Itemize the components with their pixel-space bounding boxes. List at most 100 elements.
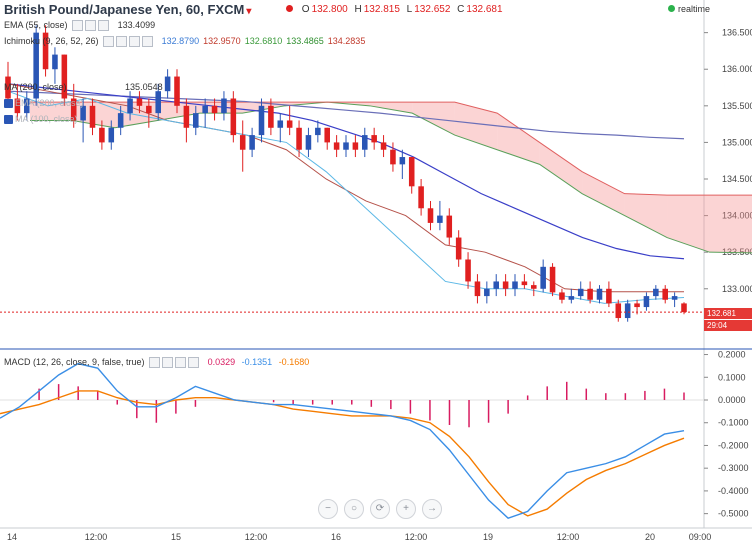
candle-body <box>427 208 434 223</box>
candle-body <box>249 135 255 150</box>
scroll-right-button[interactable]: → <box>422 499 442 519</box>
candle-body <box>277 120 284 128</box>
ichimoku-value: 132.6810 <box>244 36 283 46</box>
settings-icon[interactable] <box>162 357 174 369</box>
macd-tick-label: -0.5000 <box>718 509 749 519</box>
indicator-ichimoku[interactable]: Ichimoku (9, 26, 52, 26) 132.8790 132.957… <box>4 36 369 48</box>
time-tick-label: 16 <box>331 532 341 542</box>
candle-body <box>390 149 396 165</box>
eye-icon[interactable] <box>103 36 115 48</box>
time-tick-label: 14 <box>7 532 17 542</box>
close-icon[interactable] <box>129 36 141 48</box>
settings-icon[interactable] <box>116 36 128 48</box>
candle-body <box>42 32 49 70</box>
indicator-label: EMA (200, close) <box>15 98 84 108</box>
indicator-label: MA (100, close) <box>15 114 78 124</box>
candle-body <box>408 157 415 187</box>
ichimoku-cloud-segment <box>157 102 200 121</box>
candle-body <box>474 281 481 297</box>
candle-body <box>33 32 39 99</box>
candle-body <box>164 76 171 92</box>
ichimoku-cloud-segment <box>667 195 710 253</box>
ichimoku-cloud-segment <box>582 171 625 216</box>
indicator-ema200[interactable]: EMA (200, close) <box>4 98 84 109</box>
candle-body <box>653 288 659 297</box>
zoom-in-button[interactable]: + <box>396 499 416 519</box>
candle-body <box>14 98 21 114</box>
time-tick-label: 15 <box>171 532 181 542</box>
eye-icon[interactable] <box>149 357 161 369</box>
price-tick-label: 136.500 <box>722 28 752 38</box>
candle-body <box>502 281 509 289</box>
candle-body <box>671 296 678 300</box>
candle-body <box>5 76 11 99</box>
macd-legend[interactable]: MACD (12, 26, close, 9, false, true) 0.0… <box>4 357 309 369</box>
price-tick-label: 134.500 <box>722 174 752 184</box>
ichimoku-value: 132.8790 <box>161 36 200 46</box>
indicator-label: Ichimoku (9, 26, 52, 26) <box>4 36 99 46</box>
indicator-ema55[interactable]: EMA (55, close) 133.4099 <box>4 20 156 32</box>
time-tick-label: 12:00 <box>85 532 108 542</box>
ichimoku-value: 133.4865 <box>286 36 324 46</box>
indicator-value: 133.4099 <box>117 20 156 30</box>
candle-body <box>286 120 293 128</box>
eye-icon[interactable] <box>4 115 13 125</box>
candle-body <box>418 186 424 209</box>
low-key: L <box>406 4 413 15</box>
indicator-ma200[interactable]: MA (200, close) 135.0548 <box>4 82 163 92</box>
reset-button[interactable]: ○ <box>344 499 364 519</box>
symbol-title[interactable]: British Pound/Japanese Yen, 60, FXCM ▾ <box>4 2 251 17</box>
candle-body <box>634 303 640 308</box>
candle-body <box>361 135 368 150</box>
candle-body <box>371 135 377 143</box>
candle-body <box>324 127 331 143</box>
more-icon[interactable] <box>142 36 154 48</box>
close-icon[interactable] <box>175 357 187 369</box>
open-value: 132.800 <box>311 4 348 15</box>
macd-tick-label: 0.1000 <box>718 372 746 382</box>
indicator-ma100[interactable]: MA (100, close) <box>4 114 78 125</box>
candle-body <box>352 142 359 150</box>
candle-body <box>296 127 302 150</box>
candle-body <box>624 303 631 319</box>
candle-body <box>343 142 349 150</box>
chevron-down-icon[interactable]: ▾ <box>246 6 252 17</box>
candle-body <box>493 281 500 289</box>
candle-body <box>23 98 30 114</box>
candle-body <box>512 281 518 289</box>
ichimoku-span-a <box>30 101 752 254</box>
candle-body <box>549 266 556 293</box>
candle-body <box>540 266 546 289</box>
candle-body <box>484 288 490 297</box>
candle-body <box>146 105 152 114</box>
candle-body <box>455 237 462 260</box>
status-dot-icon <box>286 5 293 12</box>
candle-body <box>615 303 622 319</box>
candle-body <box>70 98 77 121</box>
close-icon[interactable] <box>98 20 110 32</box>
macd-line <box>0 362 685 519</box>
candle-body <box>230 98 237 136</box>
candle-body <box>211 105 218 114</box>
eye-icon[interactable] <box>4 99 13 109</box>
candle-body <box>52 54 58 70</box>
indicator-value: 135.0548 <box>125 82 163 92</box>
more-icon[interactable] <box>188 357 200 369</box>
candle-body <box>174 76 180 106</box>
realtime-status: realtime <box>668 4 710 14</box>
open-key: O <box>301 4 310 15</box>
price-tick-label: 136.000 <box>722 64 752 74</box>
candle-body <box>568 296 575 300</box>
low-value: 132.652 <box>414 4 451 15</box>
time-tick-label: 20 <box>645 532 655 542</box>
candle-body <box>380 142 387 150</box>
macd-hist-value: 0.0329 <box>207 357 236 367</box>
zoom-out-button[interactable]: − <box>318 499 338 519</box>
candle-body <box>183 105 190 128</box>
refresh-button[interactable]: ⟳ <box>370 499 390 519</box>
close-key: C <box>457 4 465 15</box>
eye-icon[interactable] <box>72 20 84 32</box>
settings-icon[interactable] <box>85 20 97 32</box>
time-tick-label: 19 <box>483 532 493 542</box>
